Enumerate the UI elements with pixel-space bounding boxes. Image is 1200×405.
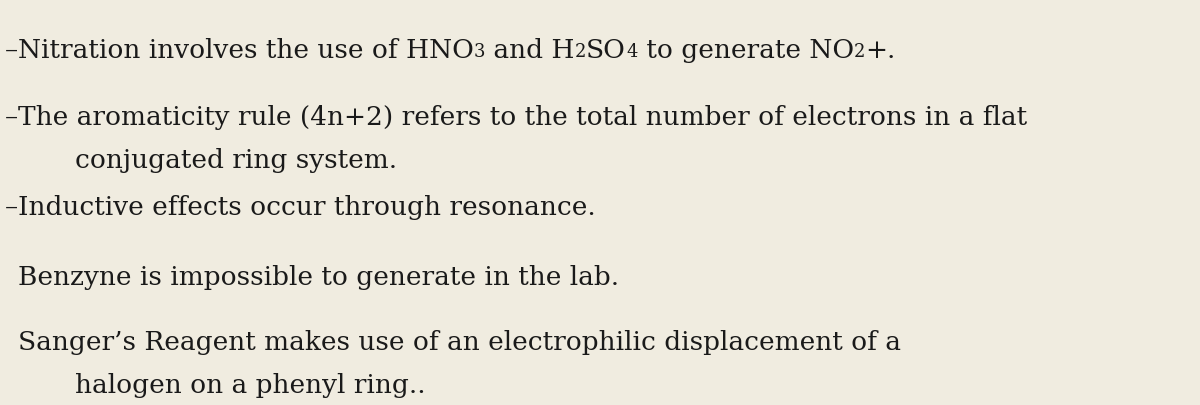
Text: The aromaticity rule (4n+2) refers to the total number of electrons in a flat: The aromaticity rule (4n+2) refers to th… — [18, 105, 1027, 130]
Text: 4: 4 — [626, 43, 637, 61]
Text: Benzyne is impossible to generate in the lab.: Benzyne is impossible to generate in the… — [18, 265, 619, 290]
Text: 3: 3 — [474, 43, 485, 61]
Text: –: – — [5, 195, 18, 220]
Text: to generate NO: to generate NO — [637, 38, 853, 63]
Text: –: – — [5, 105, 18, 130]
Text: Inductive effects occur through resonance.: Inductive effects occur through resonanc… — [18, 195, 595, 220]
Text: 2: 2 — [853, 43, 865, 61]
Text: Sanger’s Reagent makes use of an electrophilic displacement of a: Sanger’s Reagent makes use of an electro… — [18, 330, 901, 355]
Text: SO: SO — [587, 38, 626, 63]
Text: halogen on a phenyl ring..: halogen on a phenyl ring.. — [74, 373, 426, 398]
Text: +.: +. — [865, 38, 895, 63]
Text: 2: 2 — [575, 43, 587, 61]
Text: conjugated ring system.: conjugated ring system. — [74, 148, 397, 173]
Text: –: – — [5, 38, 18, 63]
Text: and H: and H — [485, 38, 575, 63]
Text: Nitration involves the use of HNO: Nitration involves the use of HNO — [18, 38, 474, 63]
